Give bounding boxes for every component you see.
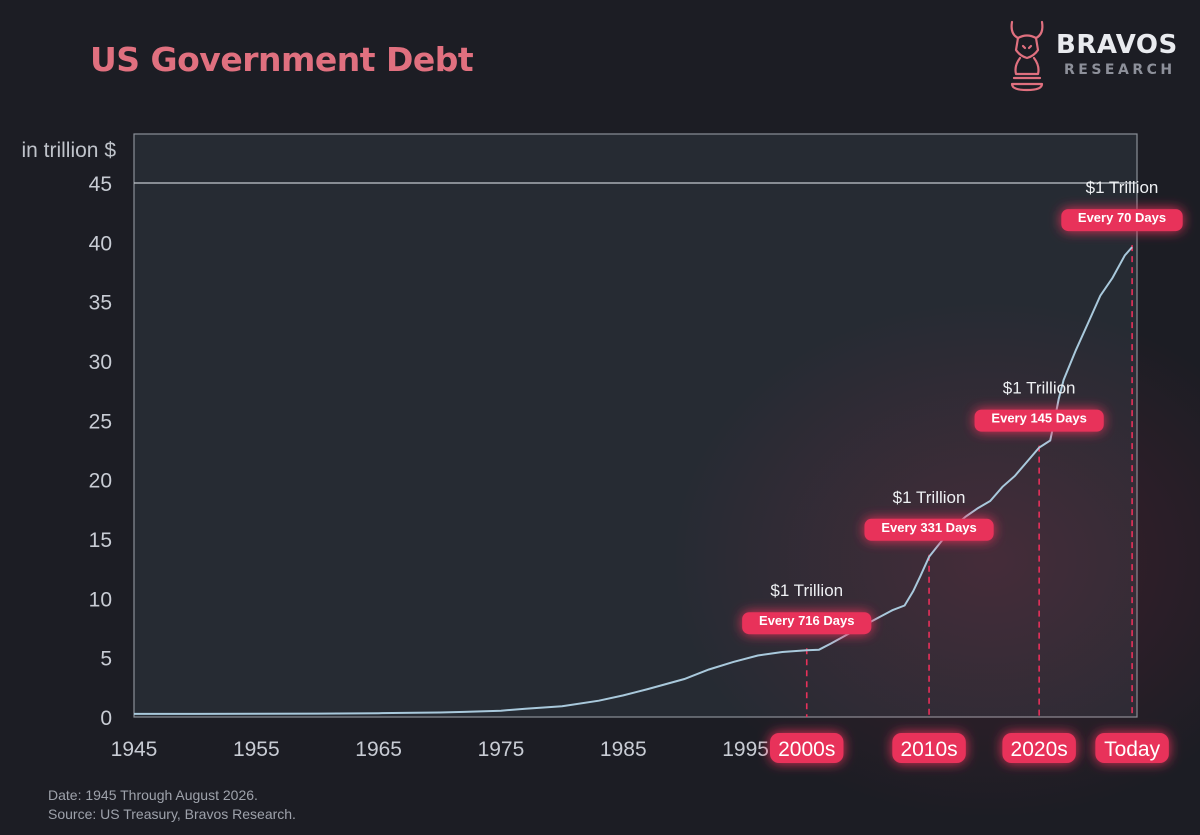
y-tick-label: 10	[89, 588, 112, 611]
x-tick-label: 1995	[722, 738, 769, 761]
callout: $1 Trillion Every 716 Days	[742, 581, 872, 635]
x-tick-label: 1985	[600, 738, 647, 761]
y-tick-label: 25	[89, 410, 112, 433]
y-tick-label: 15	[89, 529, 112, 552]
callout-badge-text: Every 145 Days	[991, 411, 1086, 426]
x-axis-badge-background	[1095, 733, 1169, 763]
y-tick-label: 45	[89, 173, 112, 196]
callout-badge	[974, 409, 1104, 432]
brand-name: BRAVOS	[1056, 30, 1178, 60]
y-tick-label: 40	[89, 232, 112, 255]
x-tick-label: 1945	[111, 738, 158, 761]
chart-title: US Government Debt	[90, 40, 474, 79]
callouts: $1 Trillion Every 716 Days $1 Trillion Ever…	[742, 178, 1183, 635]
callout-label: $1 Trillion	[770, 581, 843, 600]
x-axis-badge-label: 2020s	[1011, 738, 1068, 761]
x-axis-badge: 2020s	[1002, 733, 1076, 763]
x-tick-label: 1965	[355, 738, 402, 761]
y-axis-ticks: 0 5 10 15 20 25 30 35 40 45	[89, 173, 112, 730]
callout-badge	[742, 612, 872, 635]
footer-date-note: Date: 1945 Through August 2026.	[48, 787, 258, 803]
callout-badge	[864, 518, 994, 541]
bull-knight-icon	[1010, 20, 1044, 92]
y-tick-label: 30	[89, 351, 112, 374]
x-tick-label: 1975	[478, 738, 525, 761]
callout: $1 Trillion Every 145 Days	[974, 379, 1104, 432]
callout-badge-text: Every 70 Days	[1078, 210, 1166, 225]
y-tick-label: 5	[100, 648, 112, 671]
x-axis-ticks: 1945 1955 1965 1975 1985 1995	[111, 738, 769, 761]
footer-source-note: Source: US Treasury, Bravos Research.	[48, 806, 296, 822]
x-axis-badge-label: 2000s	[778, 738, 835, 761]
footer-notes: Date: 1945 Through August 2026. Source: …	[48, 786, 296, 824]
x-axis-badges: 2000s 2010s 2020s Today	[769, 733, 1169, 763]
x-axis-badge-background	[892, 733, 966, 763]
plot-area	[133, 133, 1200, 820]
x-tick-label: 1955	[233, 738, 280, 761]
callout: $1 Trillion Every 331 Days	[864, 488, 994, 541]
callout-badge-text: Every 331 Days	[881, 520, 976, 535]
callout-badge	[1061, 209, 1183, 232]
y-tick-label: 0	[100, 707, 112, 730]
x-axis-badge-background	[1002, 733, 1076, 763]
x-axis-badge: Today	[1095, 733, 1169, 763]
y-axis-label: in trillion $	[21, 139, 116, 162]
callout-guide-lines	[805, 245, 1133, 717]
callout-label: $1 Trillion	[1003, 379, 1076, 398]
callout-label: $1 Trillion	[1086, 178, 1159, 197]
callout-badge-text: Every 716 Days	[759, 613, 854, 628]
x-axis-badge-label: 2010s	[900, 738, 957, 761]
x-axis-badge: 2000s	[769, 733, 844, 763]
y-tick-label: 35	[89, 292, 112, 315]
x-axis-badge-label: Today	[1104, 738, 1161, 761]
x-axis-badge-background	[769, 733, 844, 763]
y-tick-label: 20	[89, 470, 112, 493]
x-axis-badge: 2010s	[892, 733, 966, 763]
brand-subtitle: RESEARCH	[1064, 62, 1176, 78]
callout: $1 Trillion Every 70 Days	[1061, 178, 1183, 232]
callout-label: $1 Trillion	[893, 488, 966, 507]
brand-logo: BRAVOS RESEARCH	[1004, 16, 1194, 96]
